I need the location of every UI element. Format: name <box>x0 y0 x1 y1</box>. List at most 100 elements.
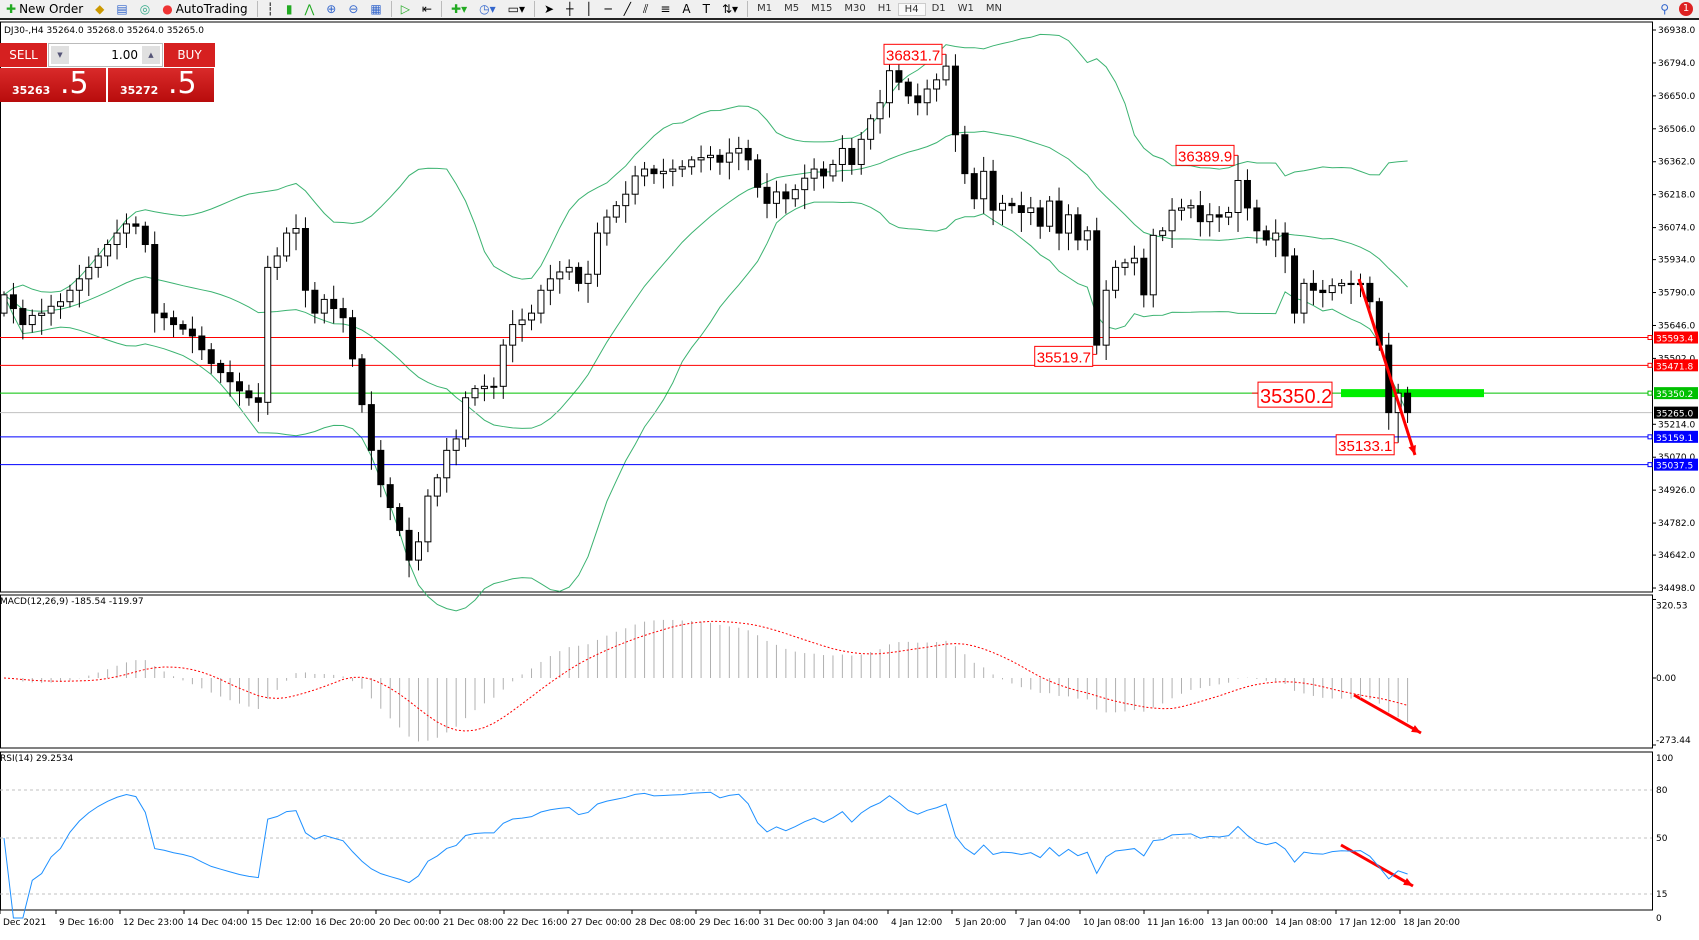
candle <box>1338 279 1346 294</box>
arrows-button[interactable]: ⇅▾ <box>716 0 744 18</box>
bear-candle-body <box>1309 282 1317 291</box>
notification-badge[interactable]: 1 <box>1679 2 1693 16</box>
time-axis-label: 13 Jan 00:00 <box>1211 918 1268 928</box>
candle <box>857 132 865 175</box>
buy-button[interactable]: BUY <box>164 43 215 67</box>
autotrading-button[interactable]: ● AutoTrading <box>162 2 248 16</box>
level-price-label: 35471.8 <box>1656 362 1693 372</box>
macd-axis-label: -273.44 <box>1656 736 1691 746</box>
candle <box>791 184 799 207</box>
timeframe-mn[interactable]: MN <box>985 2 1002 14</box>
navigator-button[interactable]: ▤ <box>110 0 133 18</box>
candle <box>1366 276 1374 315</box>
candle <box>104 239 112 267</box>
periods-button[interactable]: ◷▾ <box>473 0 502 18</box>
bull-candle-body <box>999 202 1007 211</box>
bull-candle-body <box>867 118 875 140</box>
time-axis-label: 27 Dec 00:00 <box>571 918 632 928</box>
market-watch-button[interactable]: ◆ <box>89 0 110 18</box>
search-icon[interactable]: ⚲ <box>1660 2 1669 16</box>
candle <box>961 125 969 184</box>
line-chart-button[interactable]: ⋀ <box>298 0 320 18</box>
bear-candle-body <box>254 397 262 403</box>
bull-candle-body <box>1338 282 1346 287</box>
channel-button[interactable]: ⫽ <box>637 0 654 18</box>
bull-candle-body <box>876 102 884 120</box>
candle <box>179 320 187 335</box>
candle <box>914 83 922 116</box>
candle <box>923 79 931 116</box>
timeframe-m30[interactable]: M30 <box>844 2 866 14</box>
bull-candle-body <box>292 228 300 234</box>
signals-button[interactable]: ◎ <box>134 0 156 18</box>
crosshair-button[interactable]: ┼ <box>560 0 579 18</box>
templates-button[interactable]: ▭▾ <box>502 0 531 18</box>
time-axis-label: 14 Dec 04:00 <box>187 918 248 928</box>
level-price-label: 35350.2 <box>1656 390 1693 400</box>
fibonacci-button[interactable]: ≡ <box>654 0 676 18</box>
sell-button[interactable]: SELL <box>0 43 47 67</box>
tile-windows-button[interactable]: ▦ <box>364 0 387 18</box>
bear-candle-body <box>330 298 338 310</box>
candle <box>650 164 658 184</box>
bull-candle-body <box>584 273 592 284</box>
lot-value[interactable]: 1.00 <box>111 48 138 62</box>
autoscroll-icon: ▷ <box>400 2 410 16</box>
candle <box>678 160 686 178</box>
new-order-button[interactable]: ✚ New Order <box>6 2 84 16</box>
divider <box>534 1 535 17</box>
macd-axis-label: 320.53 <box>1656 601 1688 611</box>
timeframe-d1[interactable]: D1 <box>931 2 946 14</box>
time-axis-label: 28 Dec 08:00 <box>635 918 696 928</box>
bear-candle-body <box>744 147 752 161</box>
candle <box>94 247 102 278</box>
price-axis-label: 34926.0 <box>1658 486 1695 496</box>
candle <box>377 440 385 498</box>
timeframe-m15[interactable]: M15 <box>811 2 833 14</box>
trendline-button[interactable]: ╱ <box>618 0 637 18</box>
level-price-tag <box>1654 458 1698 471</box>
lot-decrease-button[interactable]: ▼ <box>51 46 69 64</box>
bear-candle-body <box>904 81 912 97</box>
indicators-button[interactable]: ✚▾ <box>445 0 473 18</box>
candle <box>999 194 1007 226</box>
text-button[interactable]: A <box>676 0 696 18</box>
bull-candle-body <box>1300 282 1308 314</box>
timeframe-m5[interactable]: M5 <box>784 2 800 14</box>
bear-candle-body <box>754 159 762 188</box>
lot-size-input[interactable]: ▼ 1.00 ▲ <box>48 43 163 67</box>
rsi-label: RSI(14) 29.2534 <box>0 754 74 764</box>
bull-candle-body <box>838 147 846 165</box>
candle <box>207 343 215 374</box>
zoom-out-icon: ⊖ <box>348 2 359 16</box>
text-label-button[interactable]: T <box>697 0 716 18</box>
vertical-line-button[interactable]: │ <box>579 0 598 18</box>
candle <box>1234 155 1242 232</box>
zoom-in-button[interactable]: ⊕ <box>320 0 342 18</box>
timeframe-h1[interactable]: H1 <box>877 2 892 14</box>
zoom-in-icon: ⊕ <box>326 2 337 16</box>
bull-candle-body <box>565 266 573 273</box>
zoom-out-button[interactable]: ⊖ <box>342 0 364 18</box>
horizontal-line-button[interactable]: ─ <box>599 0 618 18</box>
sell-price[interactable]: 35263 .5 <box>0 66 106 102</box>
bear-candle-body <box>170 317 178 326</box>
candle <box>349 309 357 367</box>
timeframe-h4[interactable]: H4 <box>897 2 926 16</box>
arrow-head <box>1408 445 1416 455</box>
bar-chart-button[interactable]: ┆ <box>261 0 280 18</box>
price-axis-label: 36794.0 <box>1658 59 1695 69</box>
autoscroll-button[interactable]: ▷ <box>395 0 416 18</box>
candlestick-icon: ▮ <box>285 2 293 16</box>
timeframe-w1[interactable]: W1 <box>957 2 974 14</box>
buy-price[interactable]: 35272 .5 <box>108 66 214 102</box>
lot-increase-button[interactable]: ▲ <box>142 46 160 64</box>
chart-shift-button[interactable]: ⇤ <box>416 0 438 18</box>
cursor-button[interactable]: ➤ <box>538 0 560 18</box>
timeframe-m1[interactable]: M1 <box>757 2 773 14</box>
price-down-arrow <box>1357 278 1417 456</box>
candlestick-button[interactable]: ▮ <box>280 0 299 18</box>
candle <box>584 260 592 303</box>
price-axis-label: 36650.0 <box>1658 92 1695 102</box>
